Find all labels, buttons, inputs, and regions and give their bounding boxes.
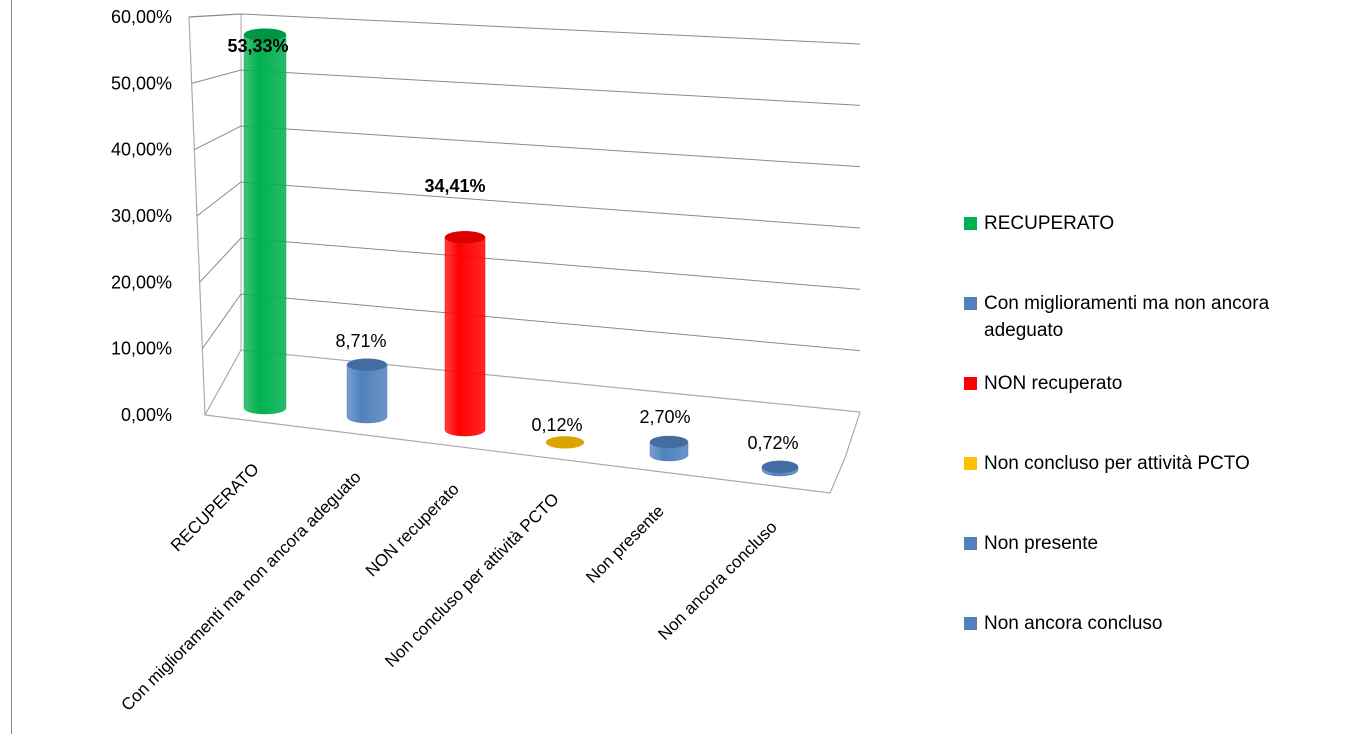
y-tick-label: 40,00% — [111, 140, 172, 160]
gridline — [196, 181, 861, 229]
x-category-label: NON recuperato — [362, 479, 463, 580]
y-tick-label: 20,00% — [111, 272, 172, 292]
side-wall-outline — [188, 13, 242, 416]
bar-4 — [545, 436, 585, 449]
legend-item: Con miglioramenti ma non ancora adeguato — [964, 290, 1344, 344]
bar-top — [545, 436, 585, 449]
gridline — [188, 13, 861, 45]
legend-label: Non concluso per attività PCTO — [984, 453, 1250, 474]
x-category-label: Non presente — [582, 501, 668, 587]
legend-swatch — [964, 377, 977, 390]
y-tick-label: 0,00% — [121, 405, 172, 425]
legend-swatch — [964, 297, 977, 310]
bar-top-shade — [546, 436, 584, 449]
x-category-label: Non ancora concluso — [654, 517, 780, 643]
legend-item: Non concluso per attività PCTO — [964, 450, 1344, 477]
data-label: 0,72% — [747, 433, 798, 453]
bar-top-shade — [445, 231, 485, 244]
legend-item: Non ancora concluso — [964, 610, 1344, 637]
bar-top — [649, 435, 689, 449]
bar-top-shade — [762, 460, 798, 473]
chart-gridlines — [188, 13, 861, 352]
x-category-label: Non concluso per attività PCTO — [381, 489, 563, 671]
legend-label: NON recuperato — [984, 373, 1123, 394]
legend-label: Non presente — [984, 533, 1099, 554]
data-labels: 53,33% 8,71% 34,41% 0,12% 2,70% 0,72% — [227, 36, 798, 453]
bar-body — [243, 34, 287, 415]
legend-swatch — [964, 217, 977, 230]
gridline — [199, 237, 861, 290]
legend-item: RECUPERATO — [964, 210, 1344, 237]
bar-2 — [346, 358, 388, 424]
x-category-label: RECUPERATO — [167, 459, 263, 555]
data-label: 34,41% — [424, 176, 485, 196]
data-label: 0,12% — [531, 415, 582, 435]
bar-5 — [649, 435, 689, 462]
bar-6 — [761, 460, 799, 477]
bar-top — [243, 28, 287, 41]
bar-3 — [444, 231, 486, 437]
bar-top-shade — [650, 436, 688, 449]
bar-top-shade — [347, 358, 387, 371]
gridline — [194, 125, 861, 168]
x-category-label: Con miglioramenti ma non ancora adeguato — [118, 467, 365, 714]
legend-label: Con miglioramenti ma non ancora adeguato — [984, 293, 1270, 341]
legend-item: NON recuperato — [964, 370, 1344, 397]
data-label: 2,70% — [639, 407, 690, 427]
y-tick-label: 30,00% — [111, 206, 172, 226]
data-label: 53,33% — [227, 36, 288, 56]
y-tick-label: 10,00% — [111, 339, 172, 359]
legend-swatch — [964, 617, 977, 630]
gridline — [191, 69, 861, 106]
legend-swatch — [964, 537, 977, 550]
bar-top — [444, 231, 486, 244]
legend-label: RECUPERATO — [984, 213, 1115, 234]
gridline — [201, 293, 861, 352]
bar-1 — [243, 28, 287, 415]
y-tick-label: 50,00% — [111, 73, 172, 93]
chart-bars — [243, 28, 799, 477]
bar-top — [761, 460, 799, 474]
data-label: 8,71% — [335, 331, 386, 351]
chart-left-border — [11, 0, 12, 734]
legend-label: Non ancora concluso — [984, 613, 1163, 634]
bar-body — [444, 237, 486, 437]
bar-body — [346, 364, 388, 424]
y-tick-label: 60,00% — [111, 7, 172, 27]
legend-item: Non presente — [964, 530, 1344, 557]
legend-swatch — [964, 457, 977, 470]
bar-top — [346, 358, 388, 371]
bar-top-shade — [244, 28, 286, 41]
y-axis-ticks: 0,00% 10,00% 20,00% 30,00% 40,00% 50,00% 60,00… — [111, 7, 172, 425]
